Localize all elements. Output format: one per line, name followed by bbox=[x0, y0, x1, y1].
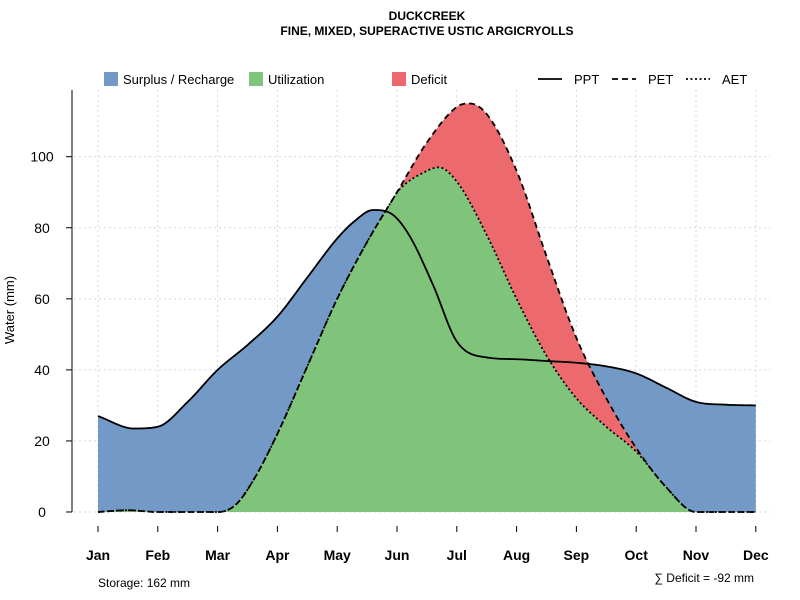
legend-label-surplus: Surplus / Recharge bbox=[123, 72, 234, 87]
x-tick-label: Feb bbox=[145, 547, 170, 563]
legend-item-pet: PET bbox=[612, 72, 673, 87]
legend-item-ppt: PPT bbox=[538, 72, 599, 87]
series-lines bbox=[97, 102, 756, 513]
x-tick-label: Oct bbox=[625, 547, 649, 563]
pet-line bbox=[97, 102, 756, 513]
y-axis-label: Water (mm) bbox=[2, 276, 17, 344]
x-tick-label: May bbox=[324, 547, 351, 563]
storage-annotation: Storage: 162 mm bbox=[98, 576, 190, 590]
chart-subtitle: FINE, MIXED, SUPERACTIVE USTIC ARGICRYOL… bbox=[280, 24, 573, 38]
legend-swatch-deficit bbox=[392, 72, 406, 86]
legend-swatch-utilization bbox=[249, 72, 263, 86]
ppt-line bbox=[97, 209, 756, 430]
x-tick-label: Jul bbox=[447, 547, 467, 563]
axes: 0 20 40 60 80 100 Jan Feb Mar Apr May Jun Jul Aug Sep O… bbox=[30, 90, 769, 563]
y-tick-label: 80 bbox=[34, 220, 50, 236]
x-tick-label: Aug bbox=[503, 547, 530, 563]
x-tick-label: Jun bbox=[385, 547, 410, 563]
legend-label-deficit: Deficit bbox=[411, 72, 448, 87]
legend-label-pet: PET bbox=[648, 72, 673, 87]
y-tick-label: 60 bbox=[34, 291, 50, 307]
x-tick-label: Mar bbox=[205, 547, 230, 563]
y-tick-label: 100 bbox=[30, 149, 54, 165]
deficit-area bbox=[98, 103, 756, 512]
y-tick-label: 40 bbox=[34, 362, 50, 378]
legend-label-utilization: Utilization bbox=[268, 72, 324, 87]
x-tick-label: Jan bbox=[86, 547, 110, 563]
y-tick-label: 20 bbox=[34, 433, 50, 449]
legend-item-deficit: Deficit bbox=[392, 72, 448, 87]
y-tick-label: 0 bbox=[38, 504, 46, 520]
x-tick-label: Nov bbox=[683, 547, 710, 563]
deficit-annotation: ∑ Deficit = -92 mm bbox=[654, 571, 754, 585]
legend: Surplus / Recharge Utilization Deficit PPT P… bbox=[104, 72, 747, 87]
aet-line bbox=[97, 166, 756, 513]
x-tick-label: Sep bbox=[564, 547, 590, 563]
legend-label-aet: AET bbox=[722, 72, 747, 87]
legend-label-ppt: PPT bbox=[574, 72, 599, 87]
x-tick-label: Dec bbox=[743, 547, 769, 563]
legend-swatch-surplus bbox=[104, 72, 118, 86]
area-fills bbox=[98, 103, 756, 513]
x-tick-label: Apr bbox=[265, 547, 290, 563]
legend-item-aet: AET bbox=[686, 72, 747, 87]
chart-title: DUCKCREEK bbox=[389, 9, 466, 23]
utilization-area bbox=[98, 167, 756, 513]
surplus-recharge-area bbox=[98, 167, 756, 513]
legend-item-utilization: Utilization bbox=[249, 72, 324, 87]
legend-item-surplus: Surplus / Recharge bbox=[104, 72, 234, 87]
